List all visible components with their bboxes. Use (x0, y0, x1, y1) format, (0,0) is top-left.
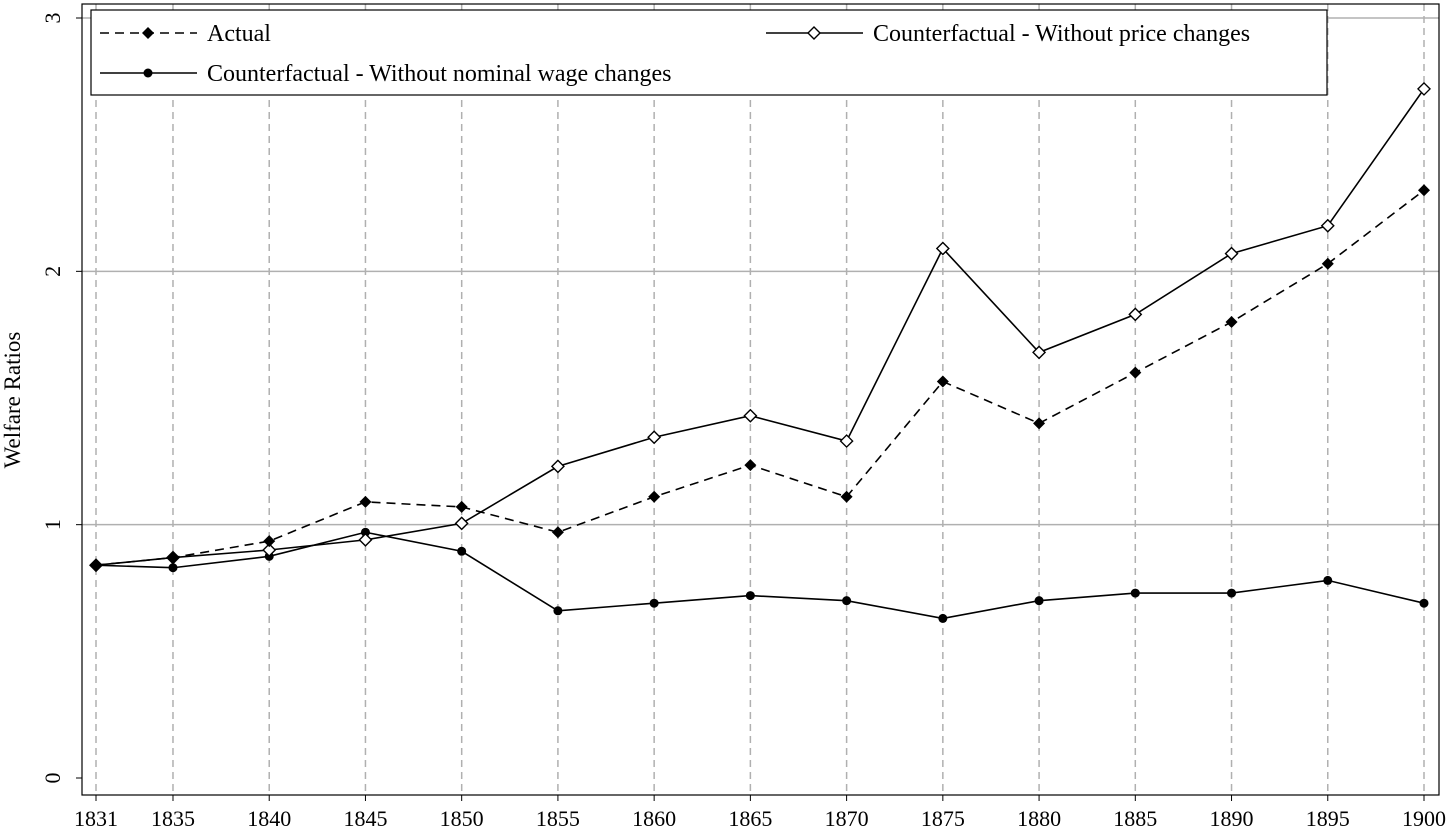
x-tick-label: 1860 (632, 806, 676, 830)
data-point (142, 27, 154, 39)
series-line (95, 189, 1425, 566)
x-tick-label: 1875 (921, 806, 965, 830)
data-point (935, 241, 950, 256)
data-point (648, 490, 661, 503)
axes: 0 1 2 3 1831 1835 1840 1845 1850 1855 1860 1865 1870… (40, 13, 1446, 830)
data-point (90, 559, 102, 572)
data-point (745, 591, 755, 601)
legend: Actual Counterfactual - Without price cha… (90, 9, 1328, 96)
data-point (1320, 218, 1335, 233)
data-point (1224, 246, 1239, 261)
series-0 (90, 184, 1430, 572)
data-point (744, 459, 757, 472)
data-point (649, 598, 659, 608)
data-point (1419, 598, 1429, 608)
x-tick-label: 1895 (1306, 806, 1350, 830)
y-tick-label: 2 (40, 266, 65, 277)
data-point (840, 490, 853, 503)
data-point (457, 546, 467, 556)
x-tick-label: 1845 (343, 806, 387, 830)
data-point (1323, 575, 1333, 585)
data-point (143, 68, 153, 78)
data-point (647, 430, 662, 445)
x-tick-label: 1890 (1210, 806, 1254, 830)
x-tick-label: 1850 (440, 806, 484, 830)
data-point (1321, 257, 1334, 270)
series-line (95, 531, 1425, 620)
data-point (938, 613, 948, 623)
x-tick-label: 1870 (825, 806, 869, 830)
data-point (807, 26, 821, 40)
data-point (262, 543, 277, 557)
plot-frame (81, 3, 1440, 796)
series-layer (89, 81, 1431, 623)
x-tick-label: 1880 (1017, 806, 1061, 830)
data-point (550, 459, 565, 474)
y-tick-label: 3 (40, 13, 65, 24)
legend-box (90, 9, 1328, 96)
data-point (1129, 366, 1142, 379)
y-tick-label: 0 (40, 773, 65, 784)
grid (82, 4, 1439, 795)
data-point (936, 375, 949, 388)
x-tick-label: 1900 (1402, 806, 1446, 830)
data-point (1033, 417, 1046, 430)
x-tick-label: 1885 (1113, 806, 1157, 830)
data-point (166, 551, 179, 564)
x-tick-label: 1865 (728, 806, 772, 830)
legend-label: Actual (207, 21, 271, 47)
series-2 (91, 527, 1429, 623)
data-point (1032, 345, 1047, 360)
data-point (359, 495, 372, 508)
data-point (842, 596, 852, 606)
legend-label: Counterfactual - Without price changes (873, 21, 1250, 47)
data-point (358, 532, 373, 547)
data-point (168, 563, 178, 573)
data-point (1130, 588, 1140, 598)
data-point (455, 500, 468, 513)
data-point (360, 527, 370, 537)
data-point (454, 516, 469, 531)
data-point (1417, 81, 1431, 96)
series-line (95, 88, 1425, 566)
x-tick-label: 1840 (247, 806, 291, 830)
data-point (1418, 184, 1430, 197)
data-point (1128, 307, 1143, 322)
data-point (551, 526, 564, 539)
data-point (1034, 596, 1044, 606)
y-tick-label: 1 (40, 519, 65, 530)
data-point (1225, 316, 1238, 328)
x-tick-label: 1831 (74, 806, 118, 830)
x-tick-label: 1835 (151, 806, 195, 830)
data-point (263, 535, 276, 548)
data-point (553, 606, 563, 616)
x-tick-label: 1855 (536, 806, 580, 830)
legend-label: Counterfactual - Without nominal wage ch… (207, 61, 671, 87)
y-axis-label: Welfare Ratios (0, 332, 25, 469)
data-point (1227, 588, 1237, 598)
data-point (743, 408, 758, 423)
data-point (839, 434, 854, 449)
series-1 (89, 81, 1431, 573)
